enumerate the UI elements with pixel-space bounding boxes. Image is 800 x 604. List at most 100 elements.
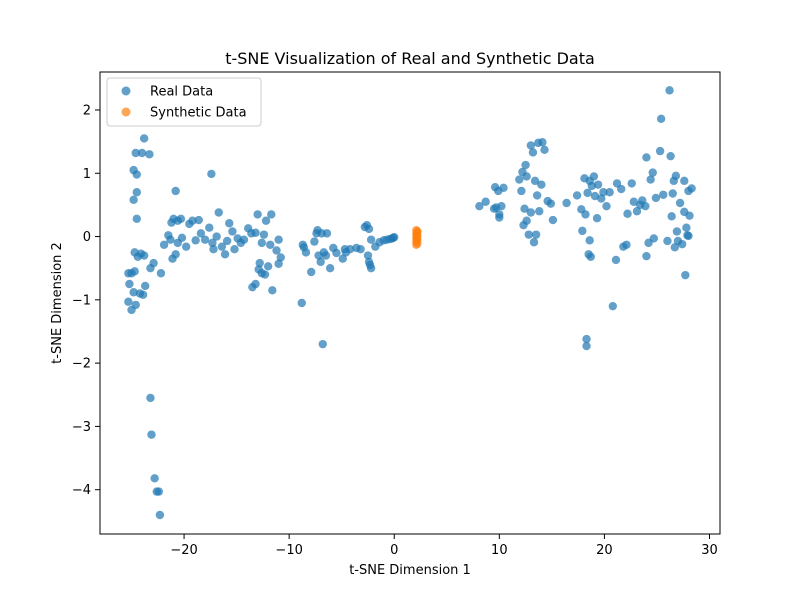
- scatter-point: [212, 232, 221, 241]
- scatter-point: [171, 186, 180, 196]
- legend-box: [106, 77, 262, 127]
- scatter-point: [548, 215, 558, 225]
- scatter-point: [578, 226, 587, 236]
- scatter-point: [526, 208, 536, 217]
- scatter-point: [538, 138, 547, 147]
- scatter-point: [608, 301, 618, 311]
- scatter-point: [687, 184, 696, 193]
- scatter-point: [592, 213, 602, 223]
- scatter-point: [530, 176, 540, 186]
- scatter-point: [272, 246, 281, 255]
- scatter-point: [297, 298, 306, 308]
- scatter-point: [138, 290, 148, 299]
- scatter-point: [669, 176, 678, 186]
- scatter-point: [124, 297, 133, 306]
- scatter-point: [194, 215, 203, 225]
- scatter-point: [301, 248, 311, 257]
- scatter-point: [582, 334, 591, 344]
- scatter-point: [228, 227, 237, 236]
- scatter-point: [132, 170, 141, 179]
- scatter-point: [663, 236, 672, 246]
- scatter-point: [310, 237, 319, 246]
- scatter-point: [217, 242, 227, 251]
- scatter-point: [529, 238, 539, 247]
- scatter-point: [680, 176, 689, 186]
- x-tick-label: 20: [596, 543, 613, 558]
- legend-marker: [121, 86, 131, 96]
- scatter-point: [125, 279, 134, 289]
- scatter-point: [611, 255, 621, 265]
- scatter-point: [562, 198, 571, 208]
- y-tick-label: −1: [72, 293, 91, 308]
- scatter-point: [681, 270, 690, 280]
- scatter-point: [617, 184, 626, 194]
- scatter-point: [388, 233, 398, 243]
- x-tick-label: 0: [390, 543, 398, 558]
- y-axis-label: t-SNE Dimension 2: [50, 242, 65, 364]
- scatter-point: [363, 251, 373, 260]
- scatter-point: [672, 227, 682, 236]
- scatter-point: [546, 199, 556, 208]
- scatter-point: [642, 153, 651, 162]
- scatter-point: [651, 193, 661, 203]
- y-tick-label: −3: [72, 420, 91, 435]
- scatter-point: [656, 114, 666, 124]
- scatter-point: [667, 212, 676, 221]
- scatter-point: [222, 236, 232, 246]
- scatter-point: [655, 146, 665, 156]
- x-tick-label: 10: [491, 543, 508, 558]
- scatter-point: [649, 234, 658, 243]
- scatter-point: [159, 240, 169, 249]
- scatter-point: [499, 183, 508, 193]
- scatter-point: [642, 251, 651, 261]
- scatter-point: [145, 150, 154, 159]
- x-tick-label: 30: [701, 543, 718, 558]
- chart-title: t-SNE Visualization of Real and Syntheti…: [225, 49, 595, 68]
- scatter-point: [191, 236, 200, 245]
- scatter-point: [146, 393, 155, 403]
- scatter-point: [139, 251, 149, 260]
- scatter-point: [622, 240, 631, 249]
- legend-label: Real Data: [150, 85, 213, 100]
- plot-area: [124, 86, 696, 520]
- scatter-point: [540, 145, 549, 155]
- scatter-point: [209, 245, 218, 254]
- scatter-point: [274, 259, 283, 268]
- scatter-point: [521, 160, 530, 170]
- scatter-point: [239, 235, 249, 244]
- scatter-point: [139, 134, 149, 143]
- scatter-point: [276, 253, 285, 262]
- scatter-point: [537, 180, 546, 189]
- scatter-point: [188, 216, 197, 225]
- scatter-point: [156, 269, 166, 278]
- y-tick-label: 0: [83, 230, 91, 245]
- scatter-point: [129, 195, 138, 205]
- scatter-point: [475, 201, 484, 211]
- scatter-point: [412, 231, 422, 240]
- scatter-point: [155, 510, 165, 520]
- scatter-point: [325, 263, 335, 273]
- scatter-point: [684, 231, 693, 241]
- scatter-point: [623, 209, 632, 218]
- scatter-point: [524, 230, 533, 239]
- scatter-point: [585, 236, 594, 245]
- scatter-point: [495, 213, 504, 222]
- scatter-point: [648, 168, 657, 177]
- scatter-point: [127, 269, 136, 278]
- y-tick-label: −4: [72, 483, 91, 498]
- scatter-point: [220, 250, 230, 259]
- scatter-point: [149, 258, 158, 268]
- scatter-point: [517, 186, 526, 196]
- x-tick-label: −20: [170, 543, 197, 558]
- scatter-point: [166, 235, 175, 244]
- scatter-point: [356, 245, 365, 254]
- scatter-point: [150, 474, 159, 483]
- scatter-point: [682, 223, 691, 232]
- scatter-point: [522, 172, 531, 181]
- scatter-point: [263, 262, 273, 271]
- scatter-point: [207, 169, 216, 179]
- scatter-point: [605, 188, 614, 197]
- y-tick-label: 1: [83, 167, 91, 182]
- scatter-point: [176, 214, 186, 224]
